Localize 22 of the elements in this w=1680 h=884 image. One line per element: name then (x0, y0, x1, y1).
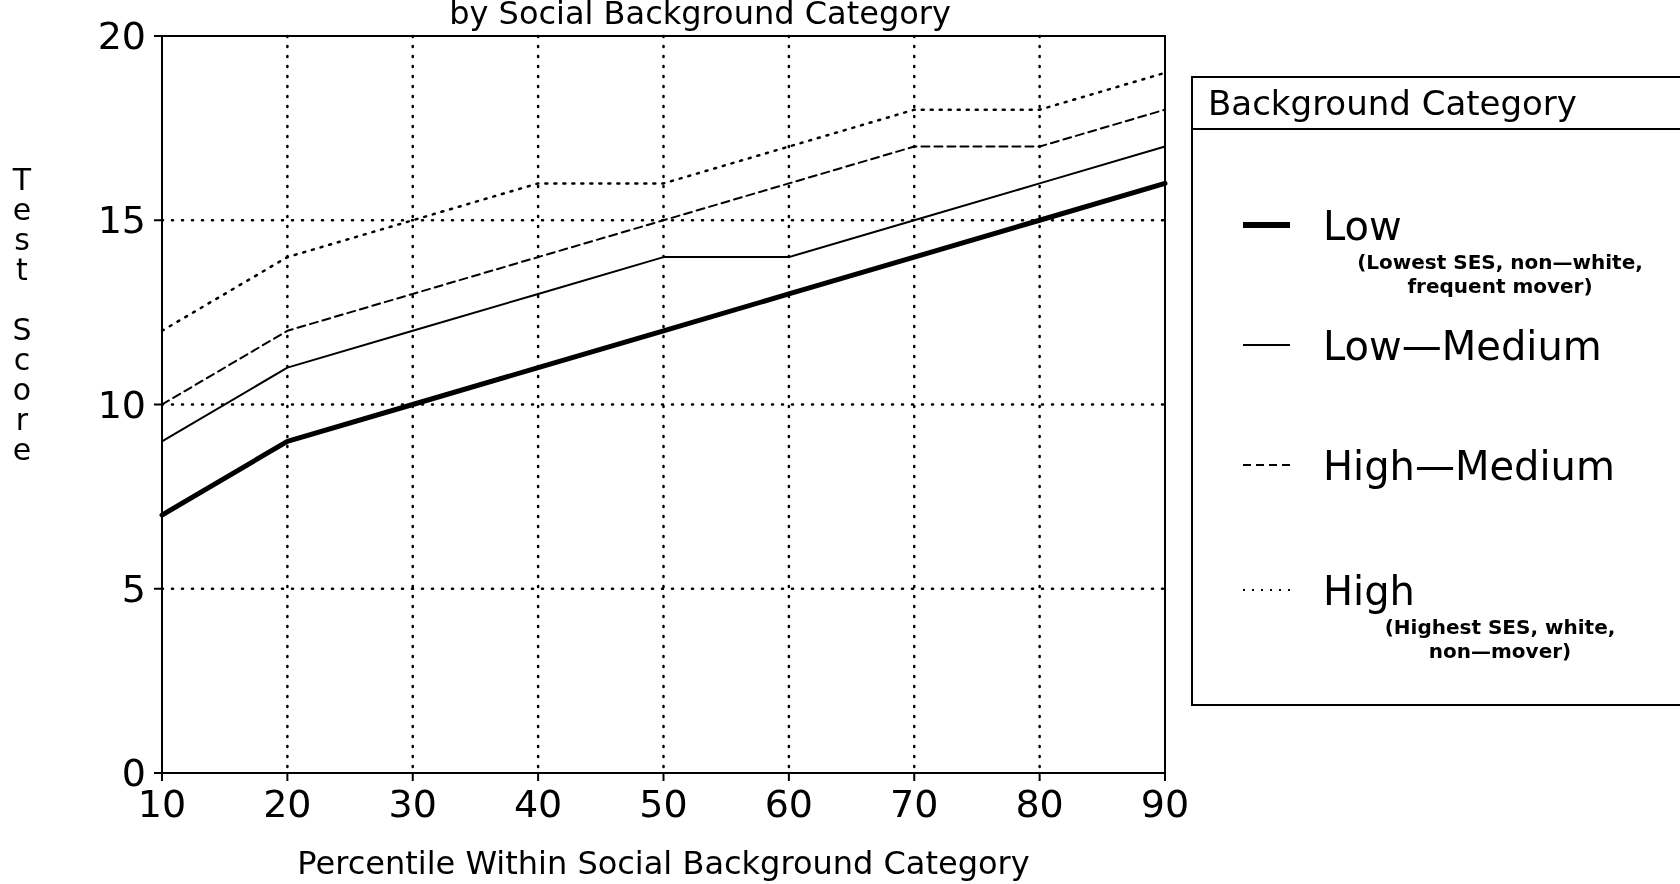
x-tick-label: 90 (1140, 782, 1190, 826)
legend-label: Low—Medium (1323, 323, 1602, 369)
x-tick-label: 70 (890, 782, 939, 826)
legend-label: Low (1323, 203, 1402, 249)
chart-title: by Social Background Category (449, 0, 951, 32)
x-tick-label: 50 (639, 782, 688, 826)
x-tick-label: 40 (513, 782, 563, 826)
x-tick-label: 30 (388, 782, 437, 826)
text: (Highest SES, white, non—mover) (1384, 615, 1616, 663)
x-axis-title: Percentile Within Social Background Category (297, 844, 1030, 882)
text: Test Score (12, 162, 32, 467)
legend-title: Background Category (1208, 83, 1577, 123)
x-tick-label: 60 (764, 782, 814, 826)
y-tick-label: 5 (121, 566, 146, 611)
legend-label: High—Medium (1323, 443, 1615, 489)
y-tick-label: 15 (97, 198, 146, 243)
y-tick-label: 10 (97, 382, 146, 427)
text: (Lowest SES, non—white, frequent mover) (1357, 250, 1643, 298)
x-tick-label: 80 (1015, 782, 1064, 826)
y-tick-label: 20 (97, 14, 146, 58)
x-tick-label: 20 (263, 782, 312, 826)
legend-label: High (1323, 568, 1415, 614)
